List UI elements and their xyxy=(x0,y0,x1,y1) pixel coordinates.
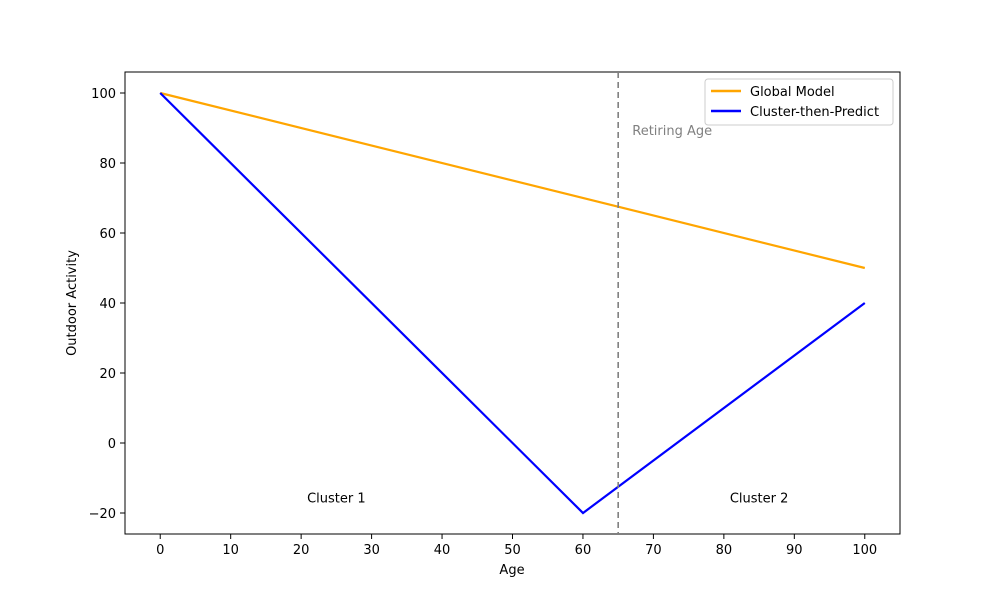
y-tick-label: 100 xyxy=(91,87,116,102)
x-tick-label: 0 xyxy=(156,543,164,558)
x-tick-label: 30 xyxy=(363,543,380,558)
annotation-cluster-2: Cluster 2 xyxy=(730,492,789,507)
series-line-global-model xyxy=(159,91,866,270)
y-tick-label: 20 xyxy=(99,367,116,382)
x-tick-label: 70 xyxy=(645,543,662,558)
x-axis-ticks: 0 10 20 30 40 50 60 70 80 90 100 xyxy=(156,534,877,558)
y-axis-ticks: −20 0 20 40 60 80 100 xyxy=(89,87,125,522)
legend-label-global-model: Global Model xyxy=(750,85,835,100)
chart-marks: Retiring Age Cluster 1 Cluster 2 xyxy=(159,72,866,534)
x-tick-label: 100 xyxy=(852,543,877,558)
x-tick-label: 80 xyxy=(716,543,733,558)
y-tick-label: 80 xyxy=(99,157,116,172)
annotation-retiring-age: Retiring Age xyxy=(632,124,712,139)
annotation-cluster-1: Cluster 1 xyxy=(307,492,366,507)
x-axis-label: Age xyxy=(499,563,524,578)
x-tick-label: 10 xyxy=(222,543,239,558)
plot-frame xyxy=(124,71,901,535)
y-tick-label: 40 xyxy=(99,297,116,312)
series-line-cluster-then-predict xyxy=(159,92,866,515)
x-tick-label: 60 xyxy=(575,543,592,558)
y-tick-label: 60 xyxy=(99,227,116,242)
y-tick-label: 0 xyxy=(108,437,116,452)
x-tick-label: 90 xyxy=(786,543,803,558)
y-tick-label: −20 xyxy=(89,507,116,522)
x-tick-label: 40 xyxy=(434,543,451,558)
x-tick-label: 50 xyxy=(504,543,521,558)
x-tick-label: 20 xyxy=(293,543,310,558)
y-axis-label: Outdoor Activity xyxy=(65,250,80,356)
legend: Global Model Cluster-then-Predict xyxy=(704,78,894,126)
legend-box xyxy=(704,78,894,126)
legend-label-cluster-then-predict: Cluster-then-Predict xyxy=(750,105,879,120)
